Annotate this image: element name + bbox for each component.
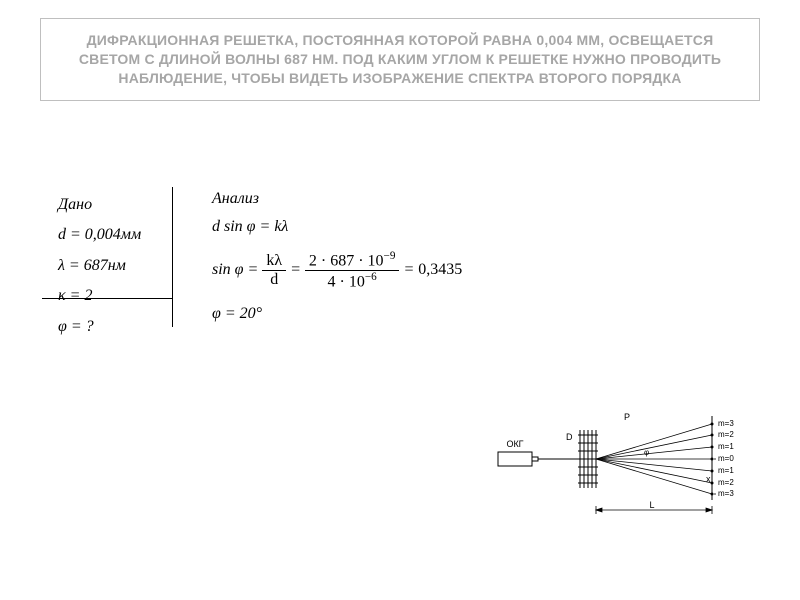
frac-klambda-den: d bbox=[262, 270, 286, 289]
given-d: d = 0,004мм bbox=[58, 220, 141, 250]
frac-klambda: kλ d bbox=[262, 252, 286, 288]
frac-numeric-num: 2 · 687 · 10−9 bbox=[305, 250, 400, 270]
laser-tip bbox=[532, 457, 538, 461]
given-block: Дано d = 0,004мм λ = 687нм κ = 2 φ = ? bbox=[58, 190, 141, 342]
laser-label: ОКГ bbox=[506, 439, 523, 449]
given-lambda: λ = 687нм bbox=[58, 251, 141, 281]
svg-text:m=1: m=1 bbox=[718, 442, 734, 451]
p-label: P bbox=[624, 412, 630, 422]
diffraction-diagram: ОКГ D P φ m=3 m=2 bbox=[496, 402, 752, 522]
eq1-rhs: kλ bbox=[274, 218, 288, 235]
order-labels: m=3 m=2 m=1 m=0 m=1 m=2 m=3 bbox=[718, 419, 734, 498]
svg-text:m=1: m=1 bbox=[718, 466, 734, 475]
given-k: κ = 2 bbox=[58, 281, 141, 311]
sin-result: 0,3435 bbox=[418, 261, 462, 278]
x-label: x bbox=[706, 474, 711, 484]
svg-text:m=3: m=3 bbox=[718, 489, 734, 498]
given-divider-v bbox=[172, 187, 173, 327]
given-divider-h bbox=[42, 298, 172, 299]
eq2: sin φ = kλ d = 2 · 687 · 10−9 4 · 10−6 =… bbox=[212, 250, 462, 291]
eq1: d sin φ = kλ bbox=[212, 218, 462, 236]
l-label: L bbox=[649, 500, 654, 510]
grating bbox=[578, 430, 598, 488]
svg-text:m=2: m=2 bbox=[718, 430, 734, 439]
rays bbox=[596, 424, 712, 494]
eq2-lhs: sin φ bbox=[212, 261, 244, 278]
eq1-lhs: d sin φ bbox=[212, 218, 256, 235]
laser-body bbox=[498, 452, 532, 466]
phi-result: φ = 20° bbox=[212, 305, 462, 323]
d-label: D bbox=[566, 432, 573, 442]
frac-numeric-den: 4 · 10−6 bbox=[305, 270, 400, 291]
phi-label: φ bbox=[644, 448, 649, 457]
given-phi: φ = ? bbox=[58, 312, 141, 342]
analysis-label: Анализ bbox=[212, 190, 462, 208]
svg-text:m=3: m=3 bbox=[718, 419, 734, 428]
analysis-block: Анализ d sin φ = kλ sin φ = kλ d = 2 · 6… bbox=[212, 190, 462, 323]
given-label: Дано bbox=[58, 190, 141, 220]
x-bracket bbox=[714, 459, 716, 494]
frac-klambda-num: kλ bbox=[262, 252, 286, 270]
svg-text:m=2: m=2 bbox=[718, 478, 734, 487]
svg-text:m=0: m=0 bbox=[718, 454, 734, 463]
frac-numeric: 2 · 687 · 10−9 4 · 10−6 bbox=[305, 250, 400, 291]
problem-title: ДИФРАКЦИОННАЯ РЕШЕТКА, ПОСТОЯННАЯ КОТОРО… bbox=[40, 18, 760, 101]
